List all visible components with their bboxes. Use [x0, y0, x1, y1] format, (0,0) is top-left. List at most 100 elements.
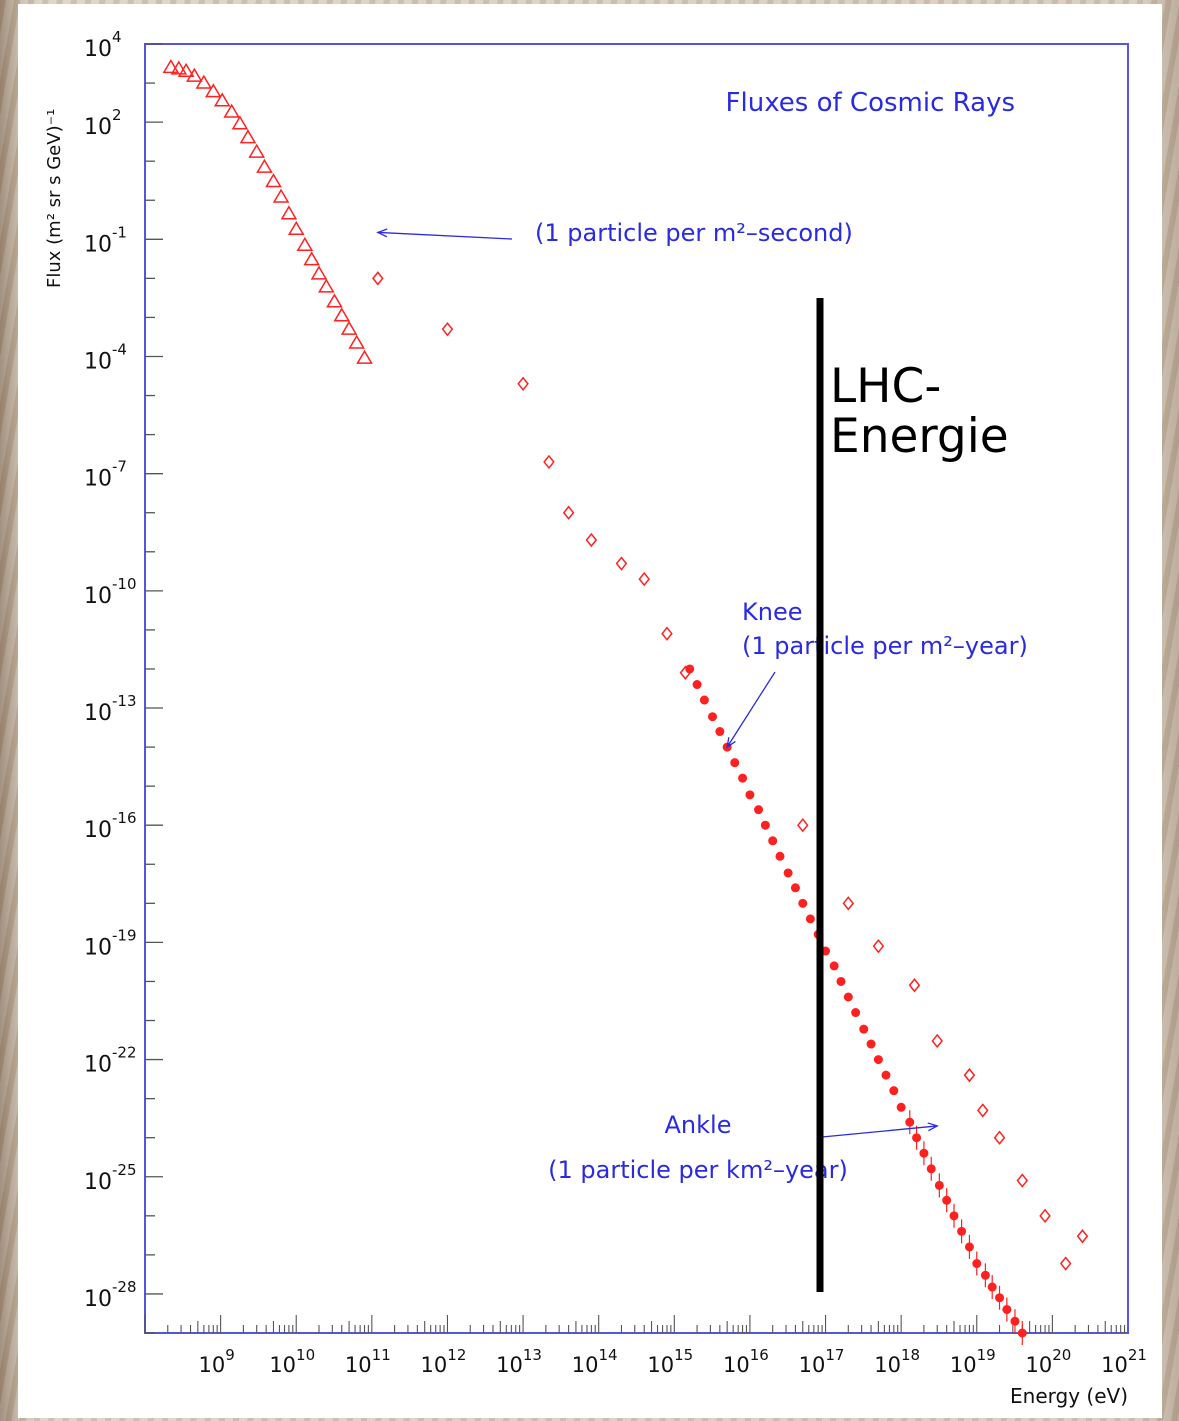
data-point-dot	[775, 851, 785, 861]
data-point-dot	[768, 836, 778, 846]
data-point-dot	[760, 820, 770, 830]
data-point-diamond	[1059, 1256, 1072, 1271]
data-point-triangle	[248, 143, 266, 158]
data-point-dot	[851, 1008, 861, 1018]
data-point-triangle	[186, 67, 203, 82]
data-point-dot	[805, 914, 815, 924]
axes	[144, 43, 1129, 1334]
x-tick-label: 1021	[1101, 1346, 1147, 1377]
x-tick-label: 1019	[950, 1346, 996, 1377]
data-point-triangle	[296, 236, 314, 252]
data-point-triangle	[256, 158, 273, 173]
data-point-diamond	[441, 321, 454, 337]
data-point-triangle	[272, 188, 290, 203]
data-point-dot	[790, 883, 800, 893]
annotation-arrowhead	[376, 228, 388, 238]
data-point-dot	[685, 664, 695, 674]
data-point-triangle	[303, 251, 320, 266]
data-point-diamond	[872, 938, 885, 954]
x-tick-label: 109	[198, 1346, 234, 1377]
data-point-triangle	[287, 220, 305, 235]
y-tick-label: 102	[84, 106, 122, 140]
y-tick-label: 10-1	[84, 223, 127, 257]
chart-title: Fluxes of Cosmic Rays	[726, 88, 1015, 118]
data-point-diamond	[615, 556, 628, 571]
data-point-triangle	[195, 74, 213, 89]
data-point-diamond	[963, 1067, 976, 1083]
y-tick-label: 10-13	[84, 692, 137, 726]
annotation-text: Ankle (1 particle per km²–year)	[548, 1111, 848, 1184]
x-tick-label: 1018	[874, 1346, 920, 1377]
x-tick-label: 1015	[647, 1346, 693, 1377]
data-point-dot	[715, 727, 725, 737]
data-point-dot	[783, 868, 793, 878]
x-tick-label: 1011	[345, 1346, 391, 1377]
y-tick-label: 10-25	[84, 1161, 137, 1195]
annotation-arrowhead	[927, 1122, 939, 1132]
data-point-triangle	[348, 334, 365, 349]
data-point-triangle	[318, 278, 335, 293]
x-tick-label: 1013	[496, 1346, 542, 1377]
data-point-dot	[859, 1024, 869, 1034]
y-tick-label: 10-7	[84, 458, 127, 492]
data-point-diamond	[562, 505, 575, 520]
x-axis-label: Energy (eV)	[1010, 1384, 1128, 1408]
x-tick-label: 1017	[799, 1346, 845, 1377]
y-tick-label: 10-16	[84, 809, 137, 843]
y-tick-label: 10-22	[84, 1044, 137, 1078]
data-point-diamond	[842, 896, 855, 911]
data-point-diamond	[976, 1103, 989, 1118]
annotation-text: Knee (1 particle per m²–year)	[742, 598, 1028, 660]
annotation-arrowhead	[726, 737, 736, 749]
annotation-arrow	[726, 671, 776, 748]
data-point-dot	[836, 976, 846, 986]
data-point-dot	[798, 898, 808, 908]
data-point-triangle	[239, 129, 257, 144]
annotation-arrow	[377, 231, 513, 240]
x-tick-label: 1012	[421, 1346, 467, 1377]
data-point-dot	[829, 961, 839, 971]
data-point-dot	[699, 695, 709, 705]
data-point-triangle	[231, 115, 249, 130]
data-point-diamond	[638, 571, 650, 587]
y-axis-label: Flux (m² sr s GeV)⁻¹	[44, 109, 65, 288]
annotation-text: (1 particle per m²–second)	[535, 219, 853, 247]
annotation-arrow	[821, 1125, 938, 1138]
data-point-dot	[745, 790, 755, 800]
data-point-dot	[692, 680, 702, 690]
data-point-dot	[881, 1070, 891, 1080]
data-point-triangle	[265, 173, 282, 188]
data-series	[162, 59, 1089, 1345]
data-point-diamond	[517, 376, 529, 391]
data-point-diamond	[661, 626, 673, 641]
data-point-diamond	[1016, 1173, 1029, 1188]
data-point-diamond	[585, 532, 598, 548]
x-tick-label: 1010	[269, 1346, 315, 1377]
data-point-dot	[754, 805, 764, 815]
data-point-dot	[889, 1086, 899, 1096]
data-point-triangle	[170, 60, 188, 75]
data-point-dot	[843, 992, 853, 1002]
data-point-triangle	[310, 265, 328, 280]
chart-panel	[18, 4, 1162, 1418]
y-tick-label: 10-4	[84, 340, 127, 374]
data-point-dot	[873, 1055, 883, 1065]
data-point-diamond	[372, 271, 384, 286]
data-point-dot	[866, 1039, 876, 1049]
plot-frame	[144, 43, 1129, 1334]
data-point-triangle	[204, 83, 222, 98]
x-tick-label: 1020	[1025, 1346, 1071, 1377]
data-point-triangle	[162, 59, 180, 74]
data-point-diamond	[1076, 1229, 1089, 1244]
data-point-triangle	[333, 307, 351, 322]
y-tick-label: 10-10	[84, 575, 137, 609]
y-tick-label: 10-28	[84, 1278, 137, 1312]
data-point-triangle	[326, 293, 343, 308]
x-tick-label: 1014	[572, 1346, 618, 1377]
data-point-triangle	[213, 92, 231, 107]
data-point-diamond	[1039, 1208, 1051, 1224]
data-point-diamond	[908, 978, 921, 993]
y-tick-label: 104	[84, 28, 122, 62]
data-point-dot	[708, 712, 718, 722]
